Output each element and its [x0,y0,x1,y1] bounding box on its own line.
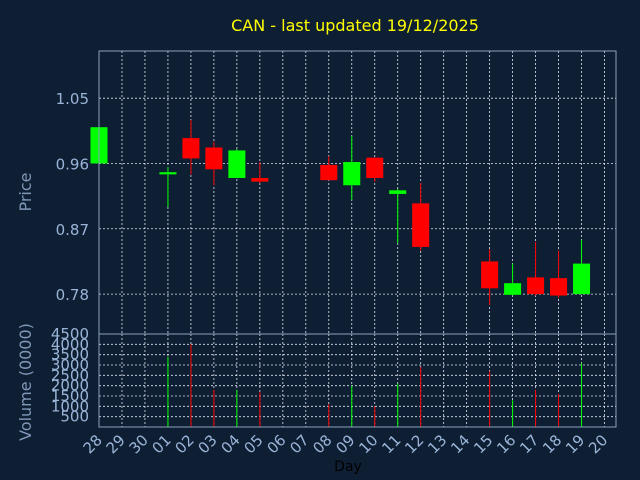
volume-tick-label: 4000 [51,335,89,353]
candle-body-10 [366,157,384,178]
volume-tick-label: 500 [60,408,89,426]
chart-title: CAN - last updated 19/12/2025 [231,16,479,35]
volume-tick-label: 2500 [51,366,89,384]
candle-body-15 [481,261,499,289]
candle-body-08 [320,164,338,181]
price-axis-label: Price [16,172,35,211]
volume-gridlines [99,333,616,427]
candles [90,119,591,305]
day-axis-label: Day [334,459,362,475]
candle-body-17 [527,277,545,295]
price-tick-labels: 0.78 0.87 0.96 1.05 [56,90,89,304]
candle-body-19 [573,263,591,295]
price-tick-label: 0.96 [56,155,89,173]
candle-body-11 [389,190,407,194]
volume-tick-label: 1000 [51,397,89,415]
candle-body-18 [550,278,568,296]
price-tick-label: 1.05 [56,90,89,108]
candle-body-12 [412,203,430,247]
volume-axis-label: Volume (0000) [16,323,35,441]
volume-plot-frame [98,333,617,428]
candle-body-03 [205,147,223,170]
volume-tick-label: 2000 [51,377,89,395]
candle-body-02 [182,138,200,159]
volume-tick-label: 4500 [51,325,89,343]
day-tick-labels: 2829300102030405060708091011121314151617… [80,431,612,457]
volume-tick-label: 1500 [51,387,89,405]
candle-body-04 [228,150,246,178]
candle-body-05 [251,177,269,182]
volume-bars [167,344,583,427]
price-tick-label: 0.78 [56,286,89,304]
volume-tick-label: 3500 [51,346,89,364]
price-tick-label: 0.87 [56,221,89,239]
day-tick-label-20: 20 [585,431,611,457]
volume-tick-label: 3000 [51,356,89,374]
candle-body-01 [159,172,177,175]
candle-body-09 [343,162,361,186]
candle-body-16 [504,283,522,295]
